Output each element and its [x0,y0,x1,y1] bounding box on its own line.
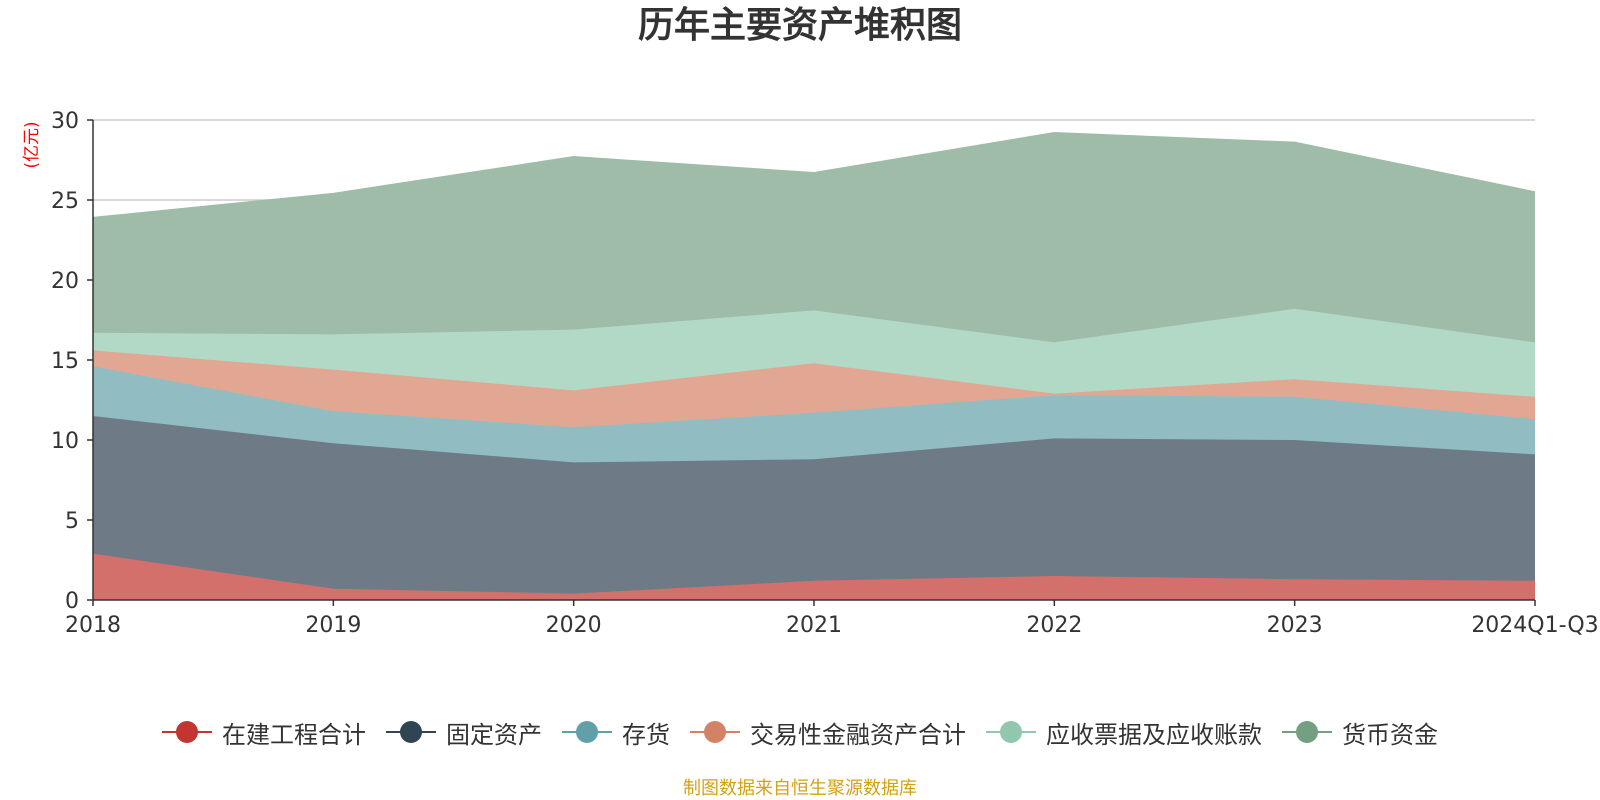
source-note: 制图数据来自恒生聚源数据库 [683,778,917,799]
legend-marker-icon [562,719,612,745]
legend-marker-icon [386,719,436,745]
chart-title: 历年主要资产堆积图 [637,5,962,46]
area-series-3 [93,350,1535,428]
chart-legend: 在建工程合计 固定资产 存货 交易性金融资产合计 应收票据及应收账款 货币资金 [0,712,1600,752]
series-line-5 [92,132,1536,219]
legend-item-0[interactable]: 在建工程合计 [162,715,366,750]
y-tick-label: 0 [65,589,79,614]
area-series-layer [92,132,1536,600]
area-series-1 [93,416,1535,594]
area-series-4 [93,308,1535,397]
y-axis-label: (亿元) [22,121,42,168]
x-tick-label: 2020 [546,613,602,638]
legend-label: 固定资产 [446,720,542,749]
x-tick-label: 2022 [1026,613,1082,638]
legend-label: 交易性金融资产合计 [750,720,966,749]
axes: 0 5 10 15 20 25 30 2018 2019 2020 2021 2022 2023 2024… [51,109,1599,638]
legend-item-1[interactable]: 固定资产 [386,715,542,750]
x-tick-label: 2021 [786,613,842,638]
area-series-2 [93,366,1535,463]
legend-marker-icon [162,719,212,745]
y-tick-label: 10 [51,429,79,454]
area-series-0 [93,553,1535,600]
legend-item-3[interactable]: 交易性金融资产合计 [690,715,966,750]
legend-label: 应收票据及应收账款 [1046,720,1262,749]
x-tick-label: 2023 [1267,613,1323,638]
legend-item-2[interactable]: 存货 [562,715,670,750]
x-tick-label: 2024Q1-Q3 [1471,613,1598,638]
x-tick-label: 2018 [65,613,121,638]
y-tick-label: 20 [51,269,79,294]
legend-label: 货币资金 [1342,720,1438,749]
legend-item-5[interactable]: 货币资金 [1282,715,1438,750]
x-tick-label: 2019 [305,613,361,638]
y-tick-label: 30 [51,109,79,134]
y-tick-label: 5 [65,509,79,534]
legend-marker-icon [986,719,1036,745]
y-tick-label: 25 [51,189,79,214]
legend-label: 在建工程合计 [222,720,366,749]
legend-marker-icon [1282,719,1332,745]
legend-marker-icon [690,719,740,745]
area-series-5 [93,132,1535,343]
legend-item-4[interactable]: 应收票据及应收账款 [986,715,1262,750]
legend-label: 存货 [622,720,670,749]
y-tick-label: 15 [51,349,79,374]
